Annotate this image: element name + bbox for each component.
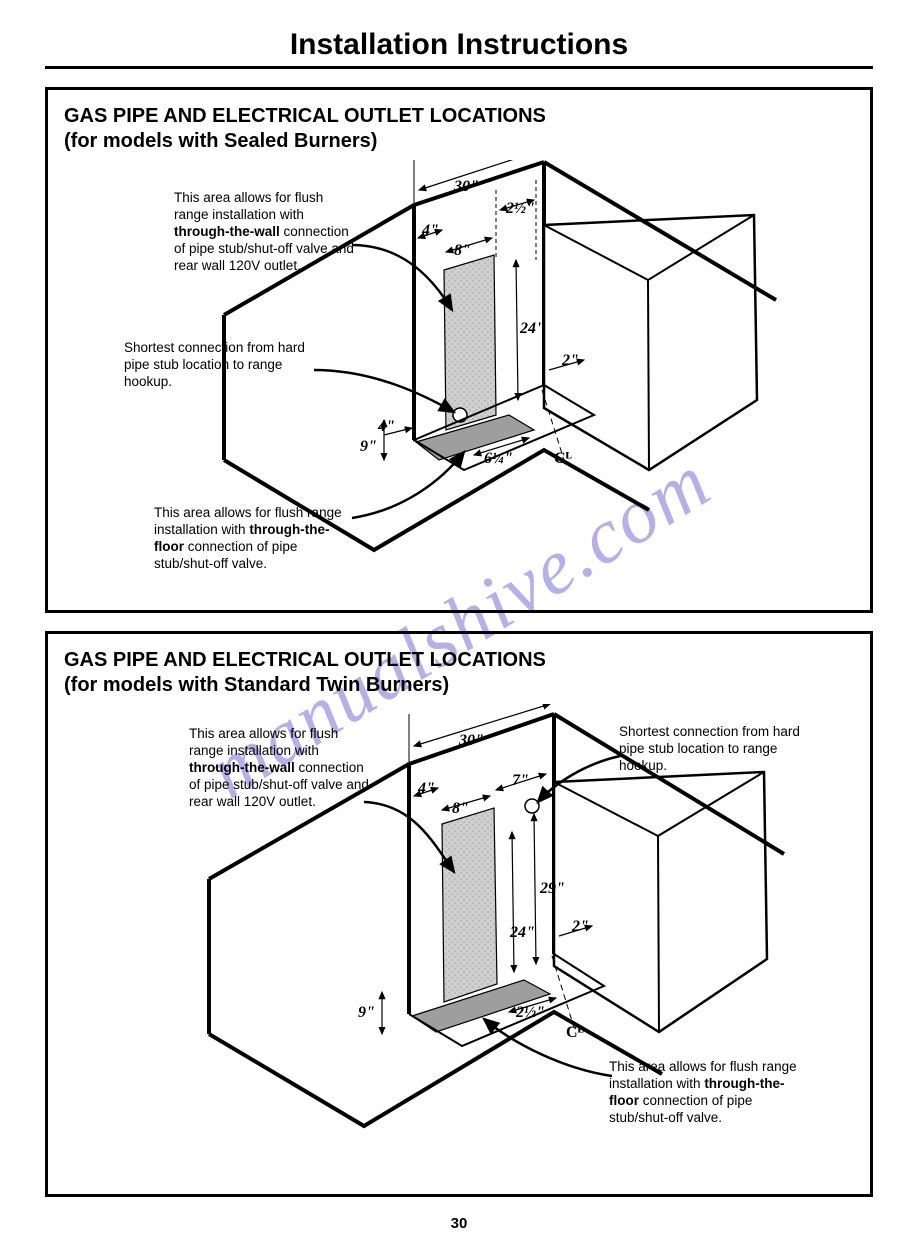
p2-dim-8: 8"	[452, 800, 469, 818]
p1-dim-6q: 6¼"	[484, 450, 513, 468]
p1-dim-30: 30"	[454, 178, 479, 196]
p1-dim-8: 8"	[454, 242, 471, 260]
p2-dim-24: 24"	[510, 924, 535, 942]
panel2-heading-line2: (for models with Standard Twin Burners)	[64, 674, 449, 696]
p1-dim-24: 24"	[520, 320, 545, 338]
p1-dim-4a: 4"	[422, 222, 439, 240]
page-number: 30	[45, 1215, 873, 1232]
panel1-heading-line1: GAS PIPE AND ELECTRICAL OUTLET LOCATIONS	[64, 105, 546, 127]
page: Installation Instructions manualshive.co…	[0, 0, 918, 1252]
panel1-heading-line2: (for models with Sealed Burners)	[64, 130, 377, 152]
panel1-diagram: This area allows for flush range install…	[64, 160, 854, 600]
p1-dim-2: 2"	[562, 352, 579, 370]
p1-dim-cl: Cᴸ	[554, 450, 572, 468]
p2-dim-30: 30"	[459, 732, 484, 750]
panel2-heading: GAS PIPE AND ELECTRICAL OUTLET LOCATIONS…	[64, 648, 854, 698]
panel-standard-twin: GAS PIPE AND ELECTRICAL OUTLET LOCATIONS…	[45, 631, 873, 1197]
p1-dim-9: 9"	[360, 438, 377, 456]
panel1-callout-short: Shortest connection from hard pipe stub …	[124, 340, 309, 391]
panel2-callout-floor: This area allows for flush range install…	[609, 1059, 804, 1127]
p2-dim-4: 4"	[418, 780, 435, 798]
p2-dim-2: 2"	[572, 918, 589, 936]
panel1-callout-floor: This area allows for flush range install…	[154, 505, 359, 573]
p2-dim-29: 29"	[540, 880, 565, 898]
panel-sealed-burners: GAS PIPE AND ELECTRICAL OUTLET LOCATIONS…	[45, 87, 873, 613]
panel2-diagram: This area allows for flush range install…	[64, 704, 854, 1184]
p1-dim-2half: 2½"	[506, 200, 535, 218]
title-rule	[45, 66, 873, 69]
panel2-callout-wall: This area allows for flush range install…	[189, 726, 374, 810]
p2-dim-cl: Cᴸ	[566, 1024, 584, 1042]
p1-dim-4b: 4"	[378, 418, 395, 436]
panel2-heading-line1: GAS PIPE AND ELECTRICAL OUTLET LOCATIONS	[64, 649, 546, 671]
panel2-callout-short: Shortest connection from hard pipe stub …	[619, 724, 804, 775]
page-title: Installation Instructions	[45, 28, 873, 62]
p2-dim-2half: 2½"	[516, 1004, 545, 1022]
p2-dim-9: 9"	[358, 1004, 375, 1022]
panel1-callout-wall: This area allows for flush range install…	[174, 190, 359, 274]
p2-dim-7: 7"	[512, 772, 529, 790]
panel1-heading: GAS PIPE AND ELECTRICAL OUTLET LOCATIONS…	[64, 104, 854, 154]
